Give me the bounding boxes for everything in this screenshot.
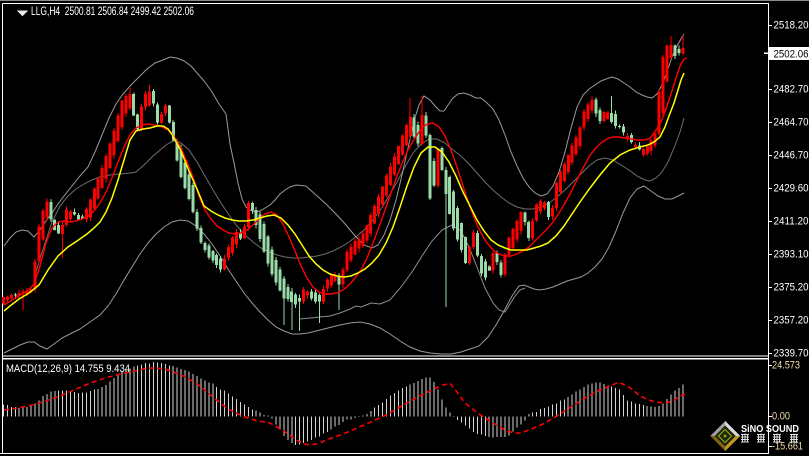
- svg-text:2393.10: 2393.10: [774, 249, 809, 261]
- svg-text:24.573: 24.573: [772, 360, 800, 372]
- svg-text:2518.20: 2518.20: [774, 20, 809, 32]
- svg-text:2411.20: 2411.20: [774, 216, 809, 228]
- svg-text:2429.60: 2429.60: [774, 183, 809, 195]
- svg-text:-15.661: -15.661: [772, 441, 803, 453]
- svg-text:2357.20: 2357.20: [774, 315, 809, 327]
- svg-text:SiNO SOUND: SiNO SOUND: [741, 423, 799, 435]
- svg-text:LLG,H4 2500.81 2506.84 2499.4: LLG,H4 2500.81 2506.84 2499.42 2502.06: [31, 4, 194, 18]
- svg-text:2339.70: 2339.70: [774, 348, 809, 360]
- svg-text:2375.20: 2375.20: [774, 282, 809, 294]
- svg-text:2446.70: 2446.70: [774, 150, 809, 162]
- svg-text:2482.70: 2482.70: [774, 84, 809, 96]
- svg-text:0.00: 0.00: [772, 411, 790, 423]
- svg-text:2502.06: 2502.06: [774, 48, 809, 60]
- svg-text:MACD(12,26,9) 14.755 9.434: MACD(12,26,9) 14.755 9.434: [6, 363, 130, 375]
- svg-text:2464.70: 2464.70: [774, 117, 809, 129]
